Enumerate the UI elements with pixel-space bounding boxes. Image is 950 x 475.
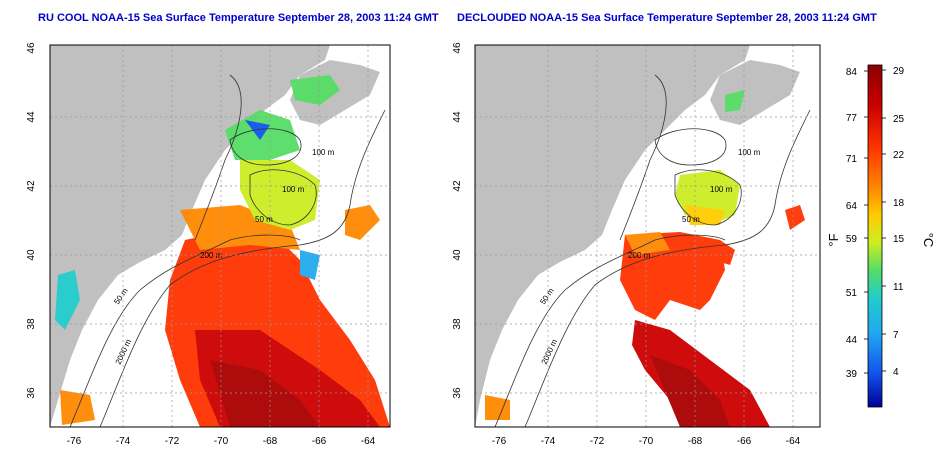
c-tick: 4 bbox=[893, 367, 899, 378]
colorbar-tick-marks bbox=[864, 69, 886, 374]
bathymetry-contours bbox=[69, 74, 386, 427]
y-tick: 42 bbox=[452, 180, 463, 192]
contour-label: 100 m bbox=[738, 148, 761, 157]
y-tick: 40 bbox=[452, 249, 463, 261]
f-tick: 59 bbox=[846, 234, 858, 245]
y-tick: 36 bbox=[452, 387, 463, 399]
x-tick: -64 bbox=[361, 436, 376, 447]
x-tick: -72 bbox=[165, 436, 180, 447]
x-axis-ticks: -76 -74 -72 -70 -68 -66 -64 bbox=[492, 436, 801, 447]
contour-label: 200 m bbox=[200, 251, 223, 260]
y-tick: 44 bbox=[452, 111, 463, 123]
f-tick: 44 bbox=[846, 335, 858, 346]
sst-field-declouded bbox=[485, 90, 805, 427]
celsius-label: °C bbox=[921, 233, 936, 248]
contour-label: 50 m bbox=[255, 215, 273, 224]
c-tick: 25 bbox=[893, 114, 905, 125]
right-map-title: DECLOUDED NOAA-15 Sea Surface Temperatur… bbox=[457, 12, 877, 24]
y-tick: 40 bbox=[26, 249, 37, 261]
x-tick: -76 bbox=[492, 436, 507, 447]
y-tick: 46 bbox=[26, 42, 37, 54]
f-tick: 71 bbox=[846, 154, 858, 165]
c-tick: 7 bbox=[893, 330, 899, 341]
x-tick: -72 bbox=[590, 436, 605, 447]
x-tick: -66 bbox=[737, 436, 752, 447]
fahrenheit-label: °F bbox=[826, 233, 841, 246]
c-tick: 29 bbox=[893, 66, 905, 77]
contour-label: 100 m bbox=[312, 148, 335, 157]
x-tick: -74 bbox=[116, 436, 131, 447]
x-tick: -68 bbox=[263, 436, 278, 447]
colorbar-gradient bbox=[867, 64, 883, 408]
contour-label: 200 m bbox=[628, 251, 651, 260]
x-axis-ticks: -76 -74 -72 -70 -68 -66 -64 bbox=[67, 436, 376, 447]
y-tick: 44 bbox=[26, 111, 37, 123]
f-tick: 39 bbox=[846, 369, 858, 380]
temperature-colorbar: 84 77 71 64 59 51 44 39 29 25 22 18 15 1… bbox=[826, 64, 936, 408]
map-frame bbox=[474, 44, 821, 428]
x-tick: -76 bbox=[67, 436, 82, 447]
land-mass bbox=[475, 45, 750, 427]
y-axis-ticks: 46 44 42 40 38 36 bbox=[26, 42, 37, 399]
f-tick: 77 bbox=[846, 113, 858, 124]
sst-field-raw bbox=[55, 75, 390, 427]
y-tick: 38 bbox=[452, 318, 463, 330]
map-frame bbox=[49, 44, 391, 428]
f-tick: 84 bbox=[846, 67, 858, 78]
bathymetry-contours bbox=[494, 74, 811, 427]
x-tick: -66 bbox=[312, 436, 327, 447]
c-tick: 22 bbox=[893, 150, 905, 161]
sst-map-raw: 100 m 100 m 50 m 200 m 50 m 2000 m -76 -… bbox=[26, 42, 391, 447]
sst-map-declouded: 100 m 100 m 50 m 200 m 50 m 2000 m -76 -… bbox=[452, 42, 821, 447]
fahrenheit-ticks: 84 77 71 64 59 51 44 39 bbox=[846, 67, 858, 380]
land-mass bbox=[50, 45, 330, 427]
y-axis-ticks: 46 44 42 40 38 36 bbox=[452, 42, 463, 399]
f-tick: 51 bbox=[846, 288, 858, 299]
y-tick: 36 bbox=[26, 387, 37, 399]
x-tick: -64 bbox=[786, 436, 801, 447]
c-tick: 11 bbox=[893, 282, 904, 293]
grid-lines bbox=[50, 45, 390, 427]
c-tick: 18 bbox=[893, 198, 905, 209]
x-tick: -70 bbox=[639, 436, 654, 447]
x-tick: -74 bbox=[541, 436, 556, 447]
contour-label: 50 m bbox=[682, 215, 700, 224]
x-tick: -68 bbox=[688, 436, 703, 447]
left-map-title: RU COOL NOAA-15 Sea Surface Temperature … bbox=[38, 12, 439, 24]
c-tick: 15 bbox=[893, 234, 905, 245]
grid-lines bbox=[475, 45, 820, 427]
celsius-ticks: 29 25 22 18 15 11 7 4 bbox=[893, 66, 905, 378]
contour-label: 100 m bbox=[710, 185, 733, 194]
y-tick: 42 bbox=[26, 180, 37, 192]
y-tick: 38 bbox=[26, 318, 37, 330]
y-tick: 46 bbox=[452, 42, 463, 54]
contour-label: 100 m bbox=[282, 185, 305, 194]
x-tick: -70 bbox=[214, 436, 229, 447]
f-tick: 64 bbox=[846, 201, 858, 212]
